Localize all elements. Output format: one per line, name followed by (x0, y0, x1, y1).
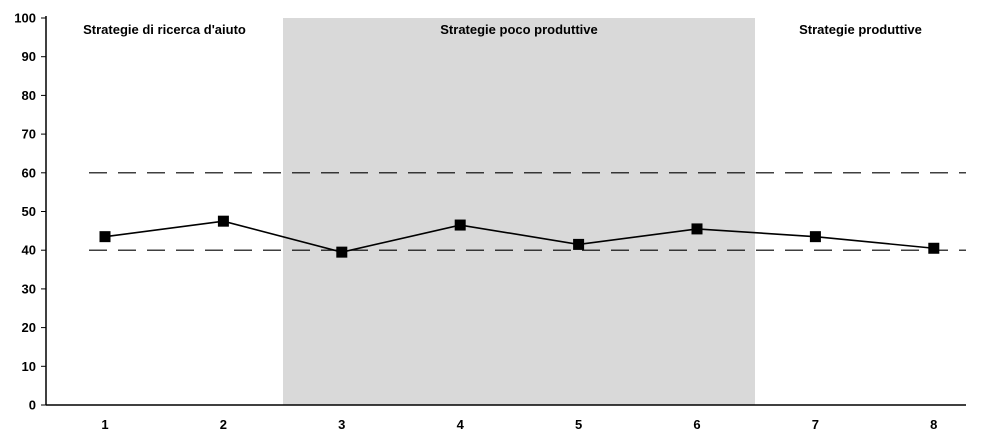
data-point (454, 219, 466, 231)
shaded-region (283, 18, 755, 405)
data-point (336, 246, 348, 258)
region-title: Strategie di ricerca d'aiuto (83, 22, 246, 37)
data-point (573, 238, 585, 250)
region-layer (283, 18, 755, 405)
y-tick-label: 60 (22, 165, 36, 180)
y-tick-label: 80 (22, 88, 36, 103)
x-tick-label: 2 (220, 417, 227, 432)
y-tick-label: 10 (22, 359, 36, 374)
y-tick-label: 90 (22, 49, 36, 64)
data-point (217, 215, 229, 227)
y-tick-label: 40 (22, 243, 36, 258)
y-tick-label: 100 (14, 11, 36, 26)
series-line (104, 220, 934, 253)
x-tick-label: 1 (101, 417, 108, 432)
y-tick-label: 50 (22, 204, 36, 219)
x-tick-label: 3 (338, 417, 345, 432)
y-tick-label: 0 (29, 398, 36, 413)
data-point (809, 231, 821, 243)
label-layer: Strategie di ricerca d'aiuto Strategie po… (14, 11, 937, 432)
data-point (928, 242, 940, 254)
axes-layer (41, 16, 966, 406)
data-point (691, 223, 703, 235)
x-tick-label: 7 (812, 417, 819, 432)
x-tick-label: 6 (693, 417, 700, 432)
region-title: Strategie produttive (799, 22, 922, 37)
x-tick-label: 8 (930, 417, 937, 432)
x-tick-label: 4 (457, 417, 465, 432)
y-tick-label: 20 (22, 320, 36, 335)
series-layer (99, 215, 940, 258)
y-tick-label: 70 (22, 127, 36, 142)
region-title: Strategie poco produttive (440, 22, 597, 37)
y-tick-label: 30 (22, 281, 36, 296)
x-tick-label: 5 (575, 417, 582, 432)
reference-line-layer (89, 172, 966, 251)
data-point (99, 231, 111, 243)
